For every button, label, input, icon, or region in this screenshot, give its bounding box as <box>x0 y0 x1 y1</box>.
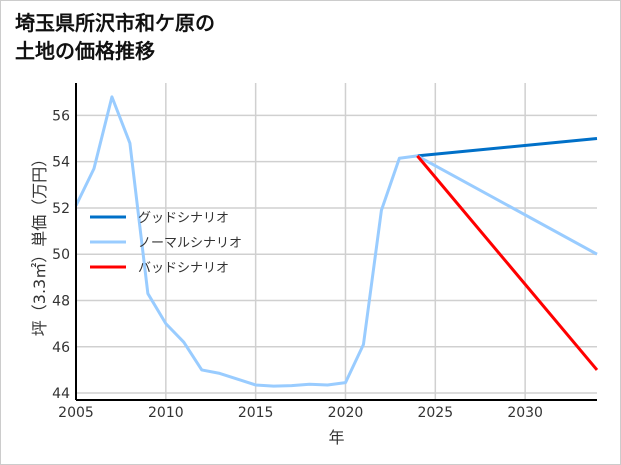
series-line <box>416 154 599 371</box>
chart-title: 埼玉県所沢市和ケ原の 土地の価格推移 <box>15 11 215 63</box>
legend-label: ノーマルシナリオ <box>138 236 242 251</box>
series-line <box>417 137 598 158</box>
x-tick-label: 2030 <box>507 405 543 421</box>
y-tick-label: 46 <box>52 340 70 356</box>
x-tick-label: 2005 <box>58 405 94 421</box>
series-line <box>74 95 598 388</box>
y-tick-label: 56 <box>52 108 70 124</box>
x-tick-label: 2015 <box>238 405 274 421</box>
x-tick-label: 2010 <box>148 405 184 421</box>
y-tick-label: 52 <box>52 201 70 217</box>
x-tick-label: 2025 <box>417 405 453 421</box>
x-tick-label: 2020 <box>328 405 364 421</box>
y-tick-label: 50 <box>52 247 70 263</box>
y-axis-label: 坪（3.3㎡）単価（万円） <box>30 151 49 336</box>
y-tick-label: 54 <box>52 155 70 171</box>
y-tick-label: 48 <box>52 294 70 310</box>
legend-label: グッドシナリオ <box>138 211 229 226</box>
x-axis-label: 年 <box>328 428 344 447</box>
legend-label: バッドシナリオ <box>138 261 229 276</box>
y-tick-label: 44 <box>52 386 70 402</box>
